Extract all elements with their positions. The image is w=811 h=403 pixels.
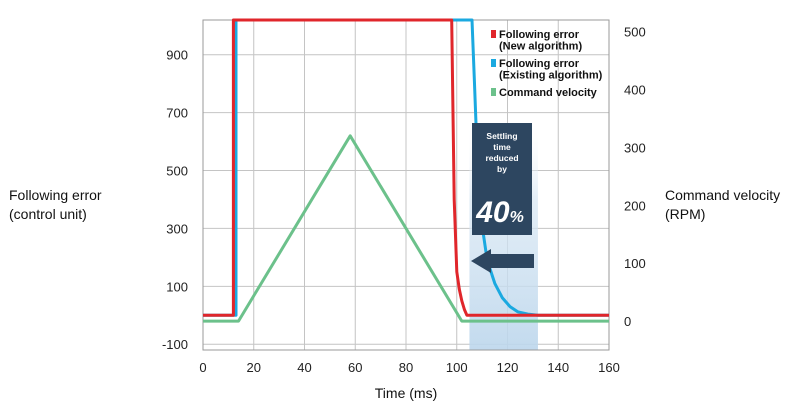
- left-tick-label: 900: [166, 48, 188, 63]
- left-tick-label: 300: [166, 221, 188, 236]
- x-tick-label: 0: [199, 360, 206, 375]
- right-tick-label: 100: [624, 256, 646, 271]
- left-axis-ticks: -100 100 300 500 700 900: [162, 48, 188, 352]
- left-axis-title-line2: (control unit): [9, 206, 87, 222]
- callout-line-2: time: [493, 142, 511, 152]
- right-axis-ticks: 0 100 200 300 400 500: [624, 25, 646, 329]
- callout-line-4: by: [497, 164, 507, 174]
- x-tick-label: 160: [598, 360, 620, 375]
- left-axis-title-line1: Following error: [9, 187, 102, 203]
- series-layer: [203, 18, 609, 323]
- x-axis-ticks: 0 20 40 60 80 100 120 140 160: [199, 360, 619, 375]
- x-tick-label: 100: [446, 360, 468, 375]
- right-tick-label: 0: [624, 314, 631, 329]
- legend: Following error(New algorithm)Following …: [491, 29, 603, 99]
- right-tick-label: 300: [624, 140, 646, 155]
- reduction-arrow: [471, 249, 534, 273]
- x-axis-title: Time (ms): [375, 385, 437, 401]
- legend-swatch: [491, 88, 496, 96]
- right-axis-title-line1: Command velocity: [665, 187, 780, 203]
- callout-box: [472, 123, 532, 235]
- legend-swatch: [491, 30, 496, 38]
- left-tick-label: 500: [166, 164, 188, 179]
- x-tick-label: 120: [497, 360, 519, 375]
- left-tick-label: -100: [162, 337, 188, 352]
- callout-value-number: 40: [475, 196, 510, 229]
- left-tick-label: 100: [166, 279, 188, 294]
- callout-line-1: Settling: [486, 131, 517, 141]
- callout-value-unit: %: [510, 209, 524, 226]
- right-tick-label: 400: [624, 82, 646, 97]
- grid: [202, 20, 610, 350]
- x-tick-label: 60: [348, 360, 362, 375]
- right-tick-label: 200: [624, 198, 646, 213]
- callout-value: 40%: [475, 196, 524, 229]
- legend-label: Following error: [499, 58, 580, 70]
- series-line-2: [203, 134, 609, 323]
- x-tick-label: 20: [247, 360, 261, 375]
- x-tick-label: 140: [547, 360, 569, 375]
- right-axis-title-line2: (RPM): [665, 206, 705, 222]
- left-tick-label: 700: [166, 106, 188, 121]
- series-line-0: [203, 18, 609, 317]
- callout-line-3: reduced: [485, 153, 518, 163]
- legend-label: (Existing algorithm): [499, 70, 603, 82]
- x-tick-label: 80: [399, 360, 413, 375]
- settling-callout: Settling time reduced by 40%: [471, 123, 534, 273]
- right-tick-label: 500: [624, 25, 646, 40]
- legend-swatch: [491, 59, 496, 67]
- x-tick-label: 40: [297, 360, 311, 375]
- legend-label: Following error: [499, 29, 580, 41]
- legend-label: (New algorithm): [499, 41, 582, 53]
- legend-label: Command velocity: [499, 87, 598, 99]
